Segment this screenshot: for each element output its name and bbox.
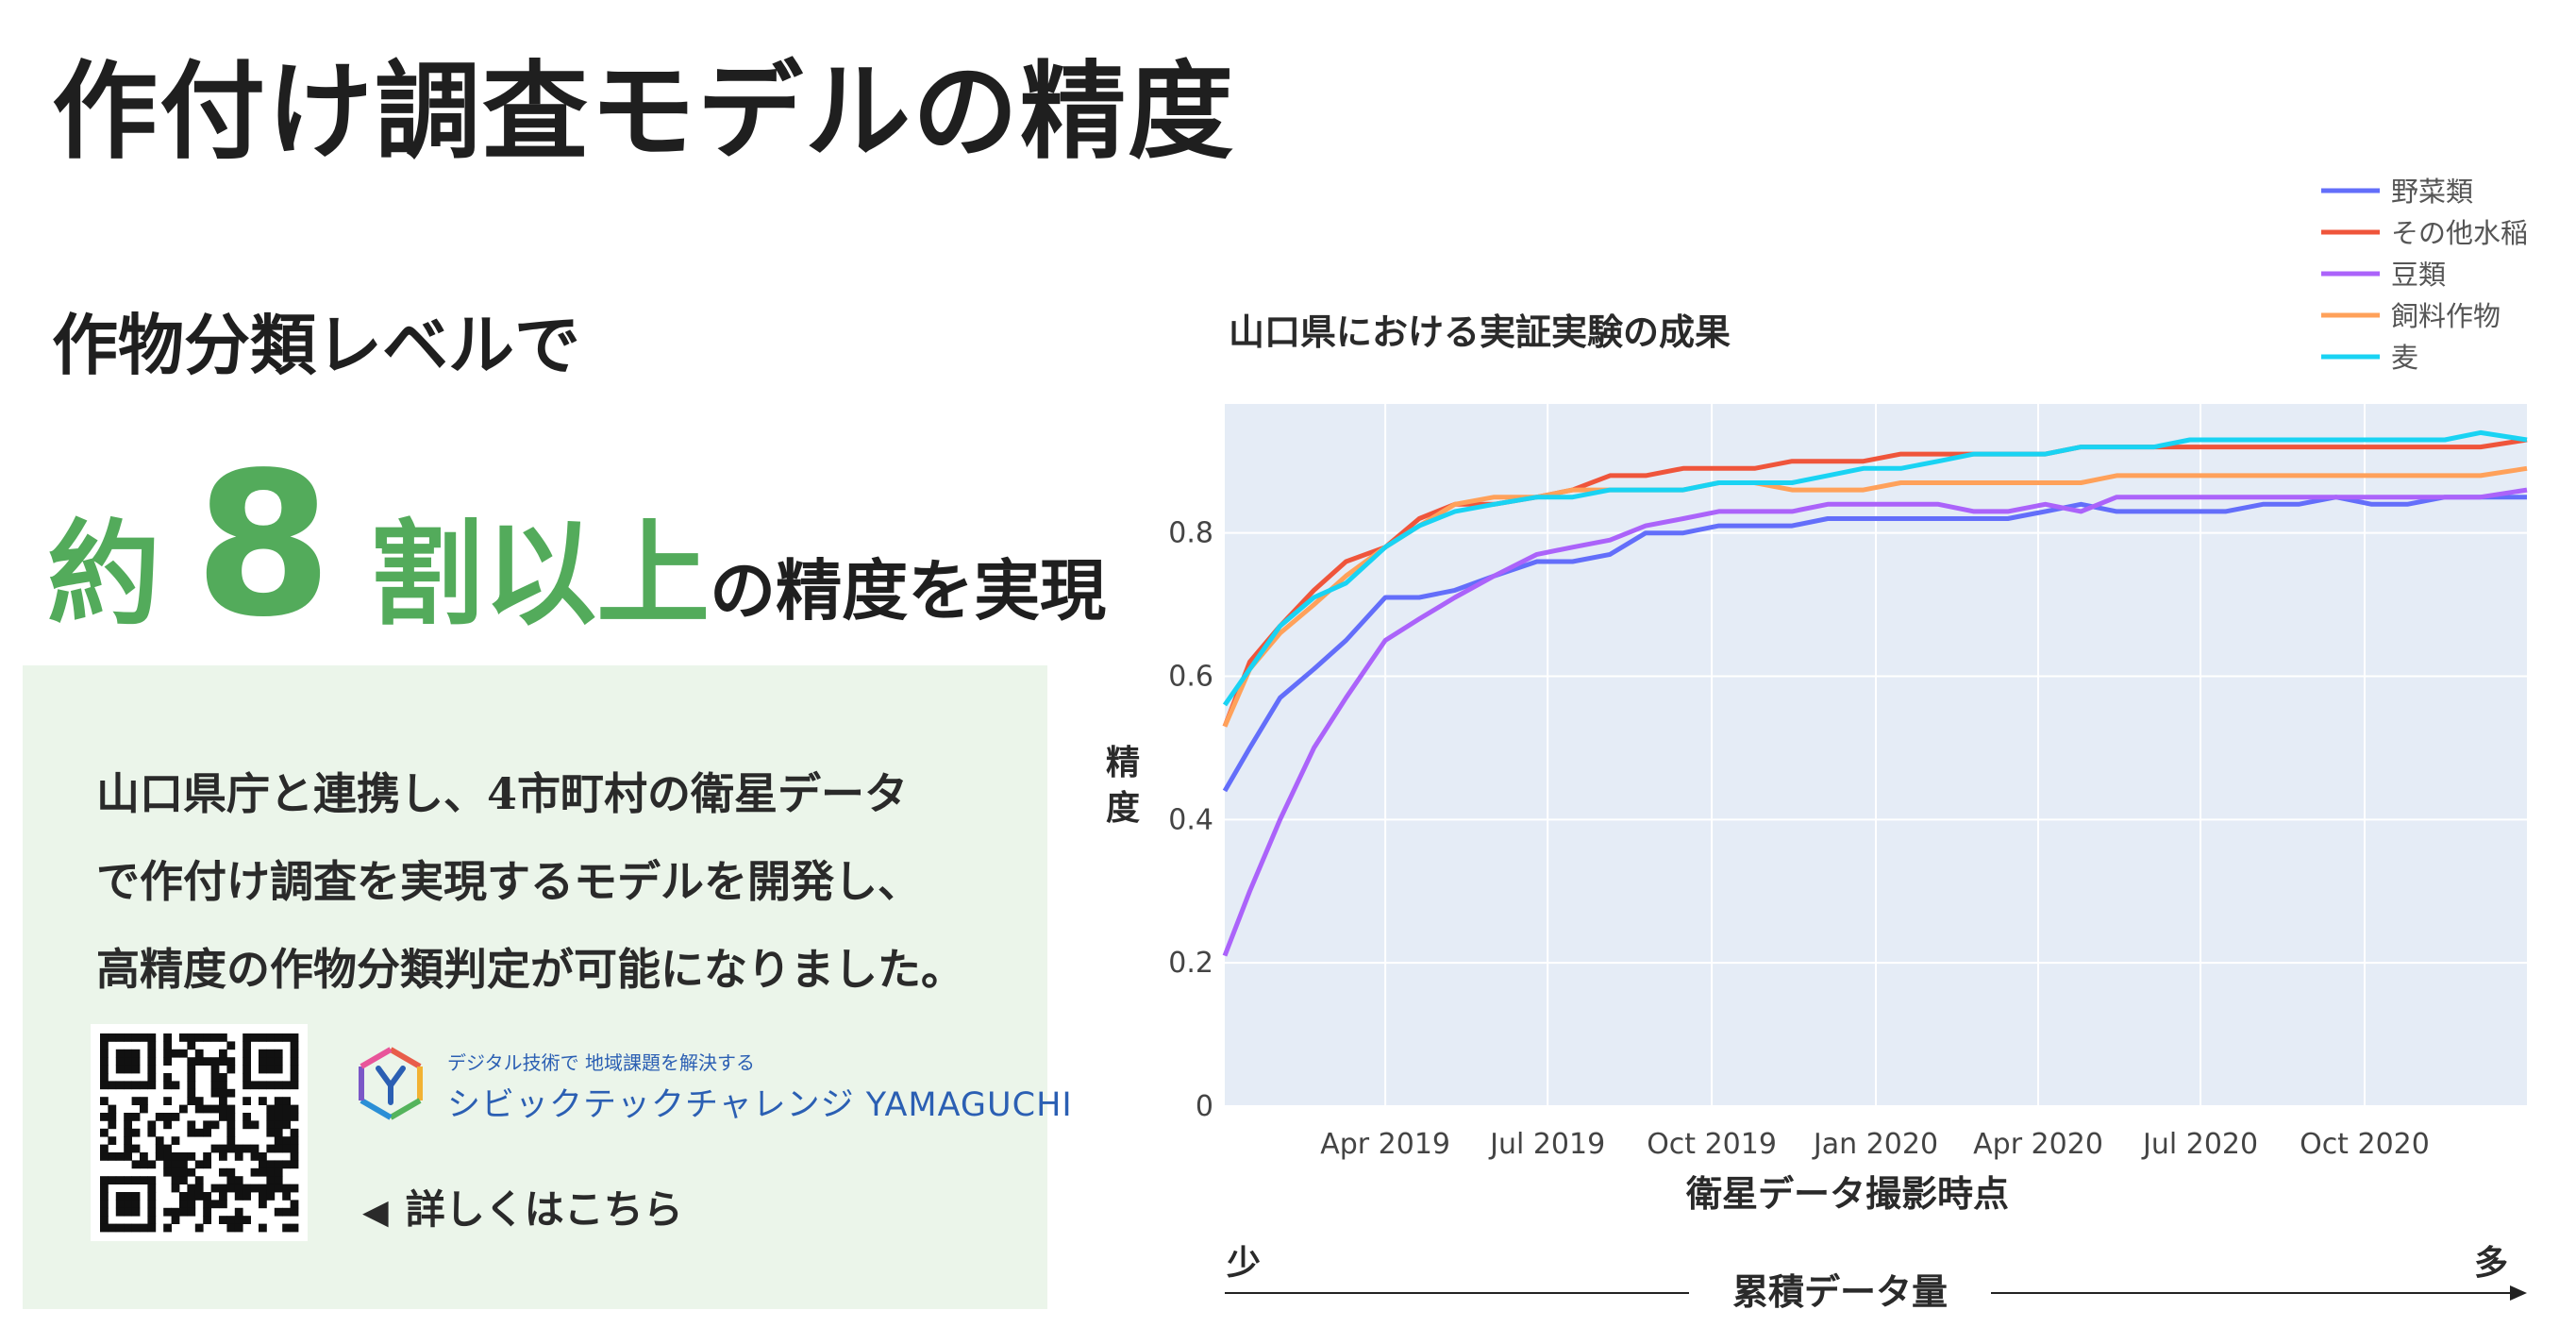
legend-item[interactable]: 麦 [2321,342,2418,374]
description: 山口県庁と連携し、4市町村の衛星データ で作付け調査を実現するモデルを開発し、 … [96,750,1040,1014]
y-tick-label: 0.6 [1168,660,1213,693]
brand-tagline: デジタル技術で 地域課題を解決する [447,1051,755,1074]
series-line-4 [1222,429,2528,707]
headline: 約 8 割以上の精度を実現 [47,429,1106,661]
headline-suffix: の精度を実現 [710,551,1107,630]
x-tick-label: Apr 2019 [1320,1128,1450,1161]
description-line: 高精度の作物分類判定が可能になりました。 [96,944,964,995]
x-tick-label: Oct 2020 [2300,1128,2430,1161]
brand-logo[interactable]: デジタル技術で 地域課題を解決する シビックテックチャレンジ YAMAGUCHI [353,1038,1072,1142]
x-gridlines [1384,404,2366,1106]
x-tick-label: Jul 2019 [1488,1128,1605,1161]
qr-code[interactable] [91,1024,308,1241]
legend-label: 飼料作物 [2391,300,2501,332]
legend-label: その他水稲 [2391,217,2528,249]
legend-item[interactable]: 豆類 [2321,259,2446,291]
legend-label: 豆類 [2391,259,2446,291]
x-tick-label: Jul 2020 [2141,1128,2258,1161]
left-triangle-icon: ◀ [362,1193,389,1232]
more-link[interactable]: ◀ 詳しくはこちら [362,1178,683,1235]
y-axis-label-char: 度 [1106,789,1140,828]
legend-label: 野菜類 [2391,176,2473,208]
hexagon-logo-icon [359,1047,423,1120]
series-line-0 [1222,495,2527,793]
y-axis-label-char: 精 [1106,744,1140,782]
volume-label: 累積データ量 [1732,1271,1948,1313]
headline-prefix: 約 [47,508,160,641]
legend-item[interactable]: 野菜類 [2321,176,2473,208]
y-tick-label: 0 [1196,1090,1213,1123]
brand-name: シビックテックチャレンジ YAMAGUCHI [447,1086,1073,1124]
legend-label: 麦 [2391,342,2418,374]
headline-number: 8 [194,429,333,661]
y-tick-label: 0.8 [1168,517,1213,550]
headline-unit: 割以上 [370,508,711,641]
volume-low-label: 少 [1227,1244,1261,1283]
x-axis-ticks: Apr 2019 Jul 2019 Oct 2019 Jan 2020 Apr 2020… [1320,1128,2430,1161]
series-line-2 [1222,487,2528,957]
description-line: 山口県庁と連携し、4市町村の衛星データ [96,768,909,819]
y-tick-label: 0.2 [1168,947,1213,980]
series-lines [1222,429,2528,957]
x-axis-label: 衛星データ撮影時点 [1685,1173,2009,1215]
x-tick-label: Apr 2020 [1973,1128,2103,1161]
x-tick-label: Oct 2019 [1647,1128,1777,1161]
x-tick-label: Jan 2020 [1812,1128,1938,1161]
arrow-right-icon [2510,1285,2527,1301]
legend-item[interactable]: その他水稲 [2321,217,2528,249]
accuracy-chart: 山口県における実証実験の成果 0 0.2 0.4 0.6 0.8 Apr 2019 Jul… [1106,176,2528,1313]
more-link-label: 詳しくはこちら [405,1186,683,1233]
y-axis-ticks: 0 0.2 0.4 0.6 0.8 [1168,517,1213,1123]
legend-item[interactable]: 飼料作物 [2321,300,2501,332]
y-gridlines [1225,531,2527,1107]
volume-high-label: 多 [2474,1244,2508,1283]
qr-code-image [91,1024,308,1241]
page-title: 作付け調査モデルの精度 [52,50,1235,174]
info-panel: 山口県庁と連携し、4市町村の衛星データ で作付け調査を実現するモデルを開発し、 … [23,665,1072,1309]
description-line: で作付け調査を実現するモデルを開発し、 [96,856,921,907]
y-tick-label: 0.4 [1168,803,1213,836]
chart-title: 山口県における実証実験の成果 [1229,311,1731,353]
lead-text: 作物分類レベルで [52,306,580,384]
y-axis-label: 精 度 [1106,744,1140,828]
series-line-1 [1222,437,2528,728]
